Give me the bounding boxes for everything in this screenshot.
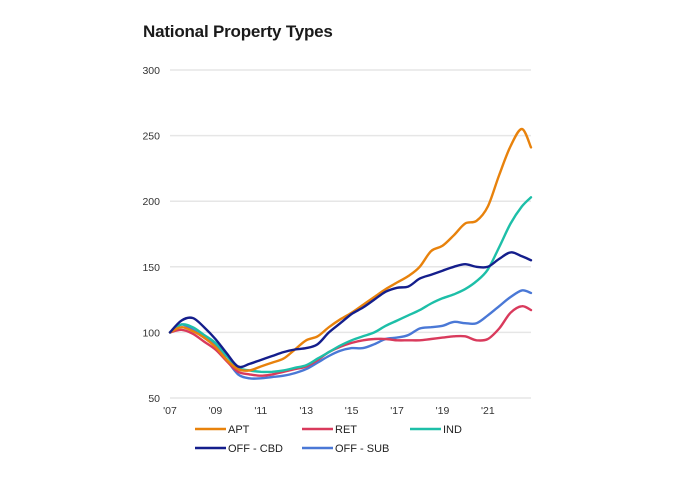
series-line-off-cbd [168, 251, 533, 369]
y-tick-label: 50 [148, 393, 160, 405]
x-tick-label: '17 [390, 405, 404, 417]
legend-item: OFF - CBD [195, 443, 283, 455]
y-axis-ticks: 50 100 150 200 250 300 [142, 65, 160, 405]
x-tick-label: '11 [254, 405, 267, 417]
series-lines [168, 127, 533, 380]
legend: APT RET IND OFF - CBD OFF - SUB [195, 424, 462, 455]
x-tick-label: '19 [436, 405, 450, 417]
legend-label: IND [443, 424, 462, 436]
x-tick-label: '13 [299, 405, 313, 417]
y-tick-label: 250 [142, 131, 160, 143]
legend-item: RET [302, 424, 357, 436]
chart-title: National Property Types [143, 22, 333, 41]
x-tick-label: '07 [163, 405, 177, 417]
y-tick-label: 200 [142, 196, 160, 208]
x-tick-label: '09 [209, 405, 223, 417]
legend-label: RET [335, 424, 357, 436]
series-line-off-sub [168, 289, 533, 380]
legend-label: OFF - SUB [335, 443, 389, 455]
legend-label: OFF - CBD [228, 443, 283, 455]
x-axis-ticks: '07 '09 '11 '13 '15 '17 '19 '21 [163, 405, 495, 417]
x-tick-label: '21 [481, 405, 495, 417]
y-tick-label: 100 [142, 327, 160, 339]
y-tick-label: 150 [142, 262, 160, 274]
legend-label: APT [228, 424, 250, 436]
legend-item: OFF - SUB [302, 443, 389, 455]
legend-item: APT [195, 424, 250, 436]
series-line-apt [168, 127, 533, 372]
gridlines [170, 69, 531, 399]
legend-item: IND [410, 424, 462, 436]
series-line-ind [168, 196, 533, 374]
x-tick-label: '15 [345, 405, 359, 417]
y-tick-label: 300 [142, 65, 160, 77]
